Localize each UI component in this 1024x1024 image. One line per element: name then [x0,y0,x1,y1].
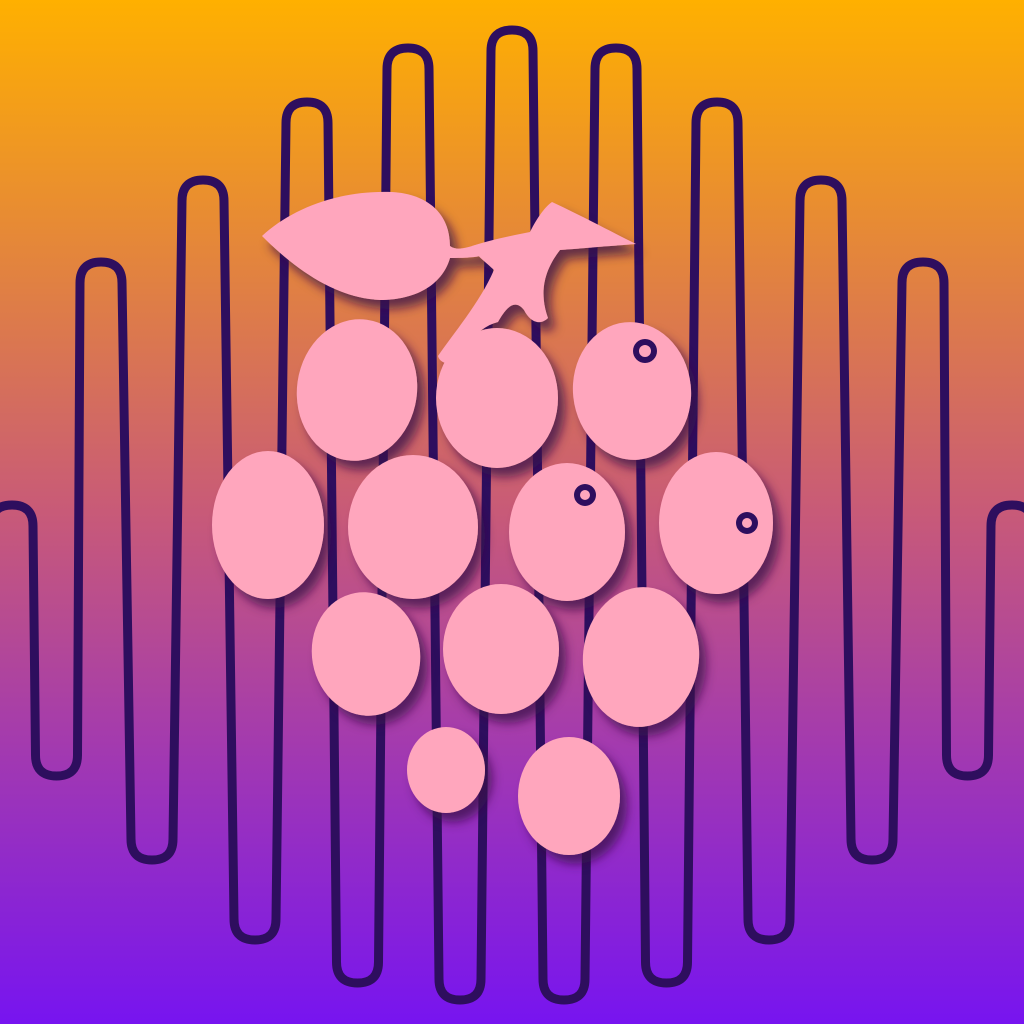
sound-wave-line [0,25,1024,1005]
grape-leaf-shape [262,191,488,300]
grape-bunch-icon [212,191,773,855]
grape-berry [518,737,620,855]
grape-berry [348,455,478,599]
grape-berry [296,319,418,461]
grape-berry [659,452,773,594]
grape-berry [509,463,625,601]
grape-berry [582,587,700,727]
grape-berry [443,584,559,714]
grape-berry [436,328,558,468]
grape-berry [212,451,324,599]
grape-berry [311,592,421,716]
grape-spot-hole [742,518,752,528]
grape-stem-shape [438,202,636,364]
grape-berry [407,727,485,813]
grape-spot-hole [639,345,651,357]
grape-spot-hole [580,490,590,500]
grape-berry [572,322,692,460]
grape-spot-highlights [580,345,752,528]
